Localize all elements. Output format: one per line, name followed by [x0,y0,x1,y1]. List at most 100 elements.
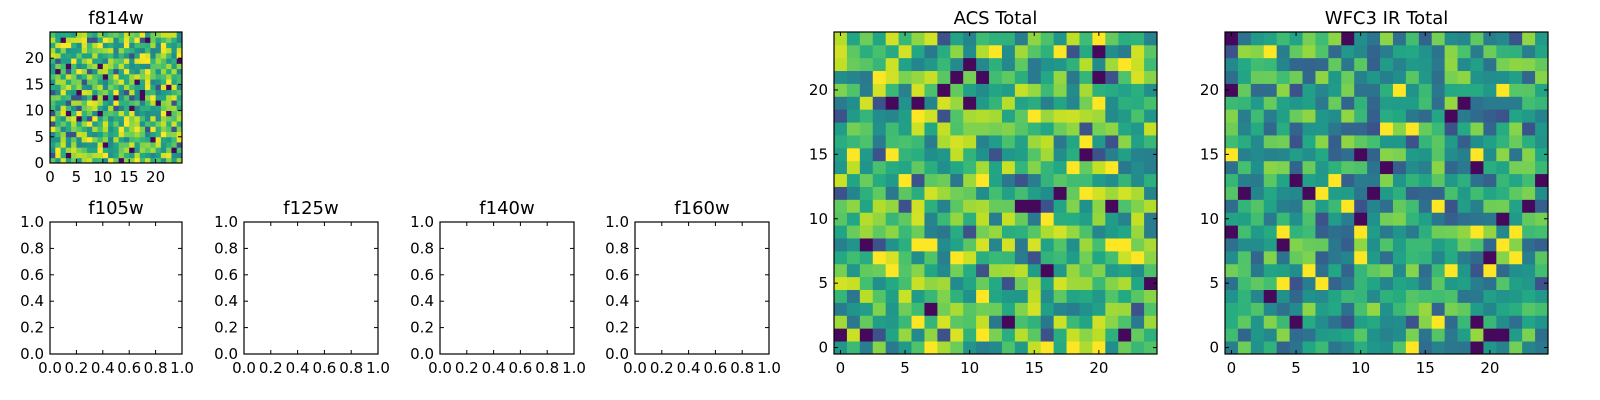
heatmap-cell [1250,32,1265,46]
heatmap-cell [950,109,964,123]
heatmap-cell [1328,57,1342,72]
heatmap-cell [1470,83,1484,97]
heatmap-cell [1027,109,1042,123]
heatmap-cell [1328,70,1342,84]
heatmap-cell [1392,238,1407,252]
heatmap-cell [118,94,125,101]
heatmap-cell [1328,83,1342,97]
heatmap-cell [1237,212,1252,226]
heatmap-cell [97,126,104,132]
heatmap-cell [1027,276,1042,290]
y-tick-label: 0.4 [214,292,238,310]
heatmap-cell [1535,212,1549,226]
heatmap-cell [71,47,77,54]
heatmap-cell [129,37,135,43]
heatmap-cell [97,157,104,164]
heatmap-cell [129,32,135,38]
heatmap-cell [1014,135,1029,149]
heatmap-cell [50,79,56,85]
heatmap-cell [989,263,1003,278]
heatmap-cell [123,94,130,101]
heatmap-cell [911,302,925,316]
heatmap-cell [55,136,61,143]
heatmap-cell [1470,225,1484,239]
heatmap-cell [71,58,77,64]
heatmap-cell [1444,57,1458,72]
heatmap-cell [1225,44,1239,59]
heatmap-cell [92,52,98,59]
heatmap-cell [123,142,130,148]
heatmap-cell [92,63,98,70]
heatmap-cell [1001,32,1016,46]
heatmap-cell [1276,83,1290,97]
heatmap-cell [65,152,72,159]
heatmap-cell [1263,315,1278,329]
heatmap-cell [97,84,104,91]
heatmap-cell [1066,173,1080,187]
heatmap-cell [86,115,93,122]
heatmap-cell [924,173,938,187]
heatmap-cell [1225,341,1239,355]
heatmap-cell [1457,302,1471,316]
heatmap-cell [171,42,178,49]
heatmap-cell [92,157,98,164]
heatmap-cell [60,37,67,43]
heatmap-cell [166,131,172,138]
heatmap-cell [108,115,114,122]
heatmap-cell [1040,212,1055,226]
heatmap-cell [1535,186,1549,200]
heatmap-cell [65,142,72,148]
heatmap-cell [1509,160,1523,175]
heatmap-cell [1092,44,1106,59]
heatmap-cell [81,89,88,96]
heatmap-cell [134,100,141,106]
heatmap-cell [113,58,120,64]
heatmap-cell [97,136,104,143]
heatmap-cell [1053,315,1067,329]
heatmap-cell [898,212,912,226]
heatmap-cell [898,57,912,72]
heatmap-cell [1001,315,1016,329]
heatmap-cell [123,37,130,43]
heatmap-cell [1457,44,1471,59]
heatmap-cell [1509,250,1523,265]
heatmap-cell [1053,83,1067,97]
heatmap-cell [118,37,125,43]
heatmap-cell [1263,302,1278,316]
heatmap-cell [1001,263,1016,278]
heatmap-cell [81,79,88,85]
heatmap-cell [123,121,130,127]
heatmap-cell [102,110,109,117]
heatmap-cell [86,84,93,91]
heatmap-cell [1105,212,1119,226]
heatmap-cell [65,157,72,164]
heatmap-cell [1418,57,1433,72]
heatmap-cell [97,110,104,117]
heatmap-cell [1405,83,1420,97]
heatmap-cell [176,142,183,148]
x-tick-label: 0.0 [428,359,452,377]
heatmap-cell [150,121,156,127]
heatmap-cell [1496,173,1510,187]
heatmap-cell [1118,315,1132,329]
heatmap-cell [1367,44,1381,59]
heatmap-cell [1328,212,1342,226]
heatmap-cell [139,52,146,59]
heatmap-cell [937,289,951,303]
heatmap-cell [155,152,162,159]
heatmap-cell [898,186,912,200]
heatmap-cell [171,52,178,59]
heatmap-cell [118,73,125,80]
heatmap-cell [1092,135,1106,149]
heatmap-cell [139,115,146,122]
heatmap-cell [160,147,167,153]
heatmap-cell [950,135,964,149]
heatmap-cell [145,84,151,91]
heatmap-cell [937,147,951,162]
heatmap-cell [1354,225,1368,239]
heatmap-cell [1040,70,1055,84]
heatmap-cell [1315,186,1329,200]
heatmap-cell [846,96,861,110]
heatmap-cell [1405,44,1420,59]
heatmap-cell [118,131,125,138]
